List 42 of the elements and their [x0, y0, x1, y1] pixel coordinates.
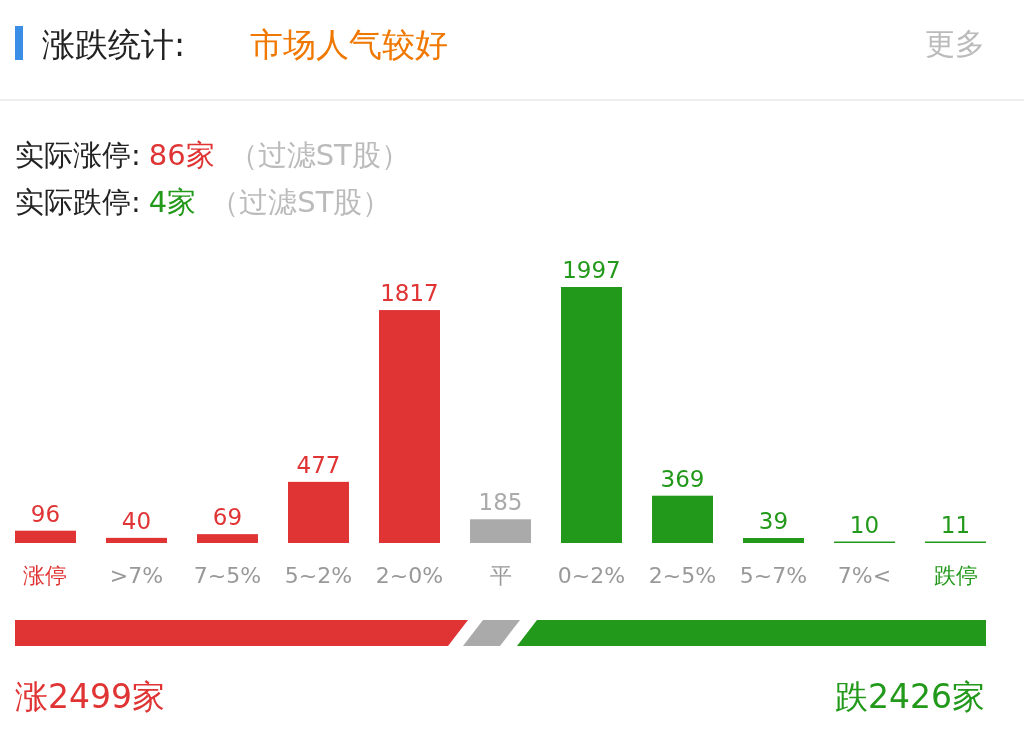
x-tick-label: 2~0% — [375, 563, 444, 588]
text: （过滤ST股） — [210, 185, 392, 219]
text: 跌2426家 — [835, 677, 985, 716]
x-tick-label: 涨停 — [23, 563, 68, 588]
text: 86家 — [148, 138, 215, 172]
data-label: 10 — [849, 511, 880, 538]
bar — [197, 534, 258, 543]
data-label: 1997 — [562, 257, 621, 283]
data-label: 185 — [478, 489, 523, 516]
data-label: 39 — [758, 508, 789, 534]
bar — [379, 310, 440, 543]
data-label: 1817 — [380, 280, 439, 307]
text: 涨2499家 — [15, 677, 165, 716]
x-tick-label: 0~2% — [557, 563, 626, 588]
text: （过滤ST股） — [228, 138, 410, 172]
bar — [470, 519, 531, 543]
x-tick-label: >7% — [109, 563, 164, 588]
bar — [106, 537, 167, 543]
data-label: 477 — [296, 451, 341, 478]
bar — [288, 481, 349, 543]
data-label: 369 — [660, 465, 705, 492]
x-tick-label: 7%< — [837, 563, 892, 588]
x-tick-label: 2~5% — [648, 563, 717, 588]
x-tick-label: 5~2% — [284, 563, 353, 588]
x-tick-label: 7~5% — [193, 563, 262, 588]
text: 更多 — [925, 26, 985, 61]
bar — [652, 495, 713, 543]
x-tick-label: 5~7% — [739, 563, 808, 588]
chart-subtitle: 市场人气较好 — [250, 25, 448, 64]
x-tick-label: 平 — [489, 563, 512, 588]
text: 实际涨停: — [15, 138, 141, 172]
bar — [15, 530, 76, 543]
text: 实际跌停: — [15, 185, 141, 219]
bar — [743, 538, 804, 543]
x-tick-label: 跌停 — [933, 563, 978, 588]
chart-title: 涨跌统计: — [42, 25, 186, 64]
data-label: 40 — [121, 507, 152, 534]
data-label: 96 — [30, 500, 61, 527]
text: 4家 — [148, 185, 197, 219]
data-label: 11 — [940, 511, 971, 538]
bar — [561, 287, 622, 543]
data-label: 69 — [212, 504, 243, 531]
